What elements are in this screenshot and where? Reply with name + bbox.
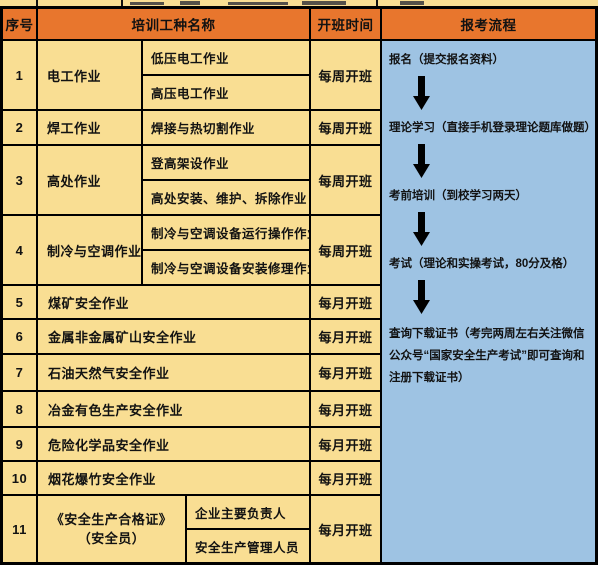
row-number: 9 (3, 428, 36, 460)
row-number: 5 (3, 286, 36, 318)
course-subcategory: 制冷与空调设备安装修理作业 (143, 251, 309, 284)
clipped-text-fragment (180, 1, 200, 5)
course-name: 金属非金属矿山安全作业 (38, 320, 309, 353)
row-number: 6 (3, 320, 36, 353)
header-start-time: 开班时间 (311, 9, 380, 39)
course-subcategory: 低压电工作业 (143, 41, 309, 74)
row-number: 7 (3, 355, 36, 390)
course-subcategory: 高处安装、维护、拆除作业 (143, 181, 309, 214)
clipped-row-above (0, 0, 598, 6)
course-name: 电工作业 (38, 41, 141, 109)
course-name: 冶金有色生产安全作业 (38, 392, 309, 426)
course-subcategory: 焊接与热切割作业 (143, 111, 309, 144)
course-name: 高处作业 (38, 146, 141, 214)
schedule: 每周开班 (311, 111, 380, 144)
schedule: 每月开班 (311, 462, 380, 494)
clipped-grid-line (376, 0, 378, 6)
row-number: 10 (3, 462, 36, 494)
schedule: 每月开班 (311, 392, 380, 426)
row-number: 4 (3, 216, 36, 284)
header-seq: 序号 (3, 9, 36, 39)
registration-flow-panel: 报名（提交报名资料） 理论学习（直接手机登录理论题库做题） 考前培训（到校学习两… (382, 41, 595, 562)
flow-step-pre-exam-training: 考前培训（到校学习两天） (389, 190, 527, 202)
clipped-text-fragment (130, 2, 164, 5)
header-registration-flow: 报考流程 (382, 9, 595, 39)
flow-step-exam: 考试（理论和实操考试，80分及格） (389, 258, 575, 270)
down-arrow-icon (413, 76, 591, 110)
schedule: 每月开班 (311, 286, 380, 318)
schedule: 每周开班 (311, 146, 380, 214)
course-name: 《安全生产合格证》 （安全员） (38, 496, 185, 562)
training-courses-table: 序号 培训工种名称 开班时间 报考流程 报名（提交报名资料） 理论学习（直接手机… (0, 6, 598, 565)
header-course-name: 培训工种名称 (38, 9, 309, 39)
course-name: 制冷与空调作业 (38, 216, 141, 284)
row-number: 11 (3, 496, 36, 562)
course-subcategory: 安全生产管理人员 (187, 530, 309, 562)
row-number: 8 (3, 392, 36, 426)
course-subcategory: 制冷与空调设备运行操作作业 (143, 216, 309, 249)
clipped-text-fragment (302, 1, 346, 5)
course-name: 焊工作业 (38, 111, 141, 144)
row-number: 2 (3, 111, 36, 144)
course-name: 煤矿安全作业 (38, 286, 309, 318)
row-number: 3 (3, 146, 36, 214)
clipped-grid-line (121, 0, 123, 6)
course-name: 烟花爆竹安全作业 (38, 462, 309, 494)
down-arrow-icon (413, 280, 591, 314)
down-arrow-icon (413, 144, 591, 178)
course-subcategory: 企业主要负责人 (187, 496, 309, 528)
flow-step-certificate: 查询下载证书（考完两周左右关注微信公众号“国家安全生产考试”即可查询和注册下载证… (389, 328, 585, 384)
down-arrow-icon (413, 212, 591, 246)
flow-step-signup: 报名（提交报名资料） (389, 54, 504, 66)
clipped-grid-line (36, 0, 38, 6)
schedule: 每月开班 (311, 320, 380, 353)
clipped-text-fragment (228, 2, 288, 5)
schedule: 每月开班 (311, 355, 380, 390)
schedule: 每周开班 (311, 216, 380, 284)
course-name: 石油天然气安全作业 (38, 355, 309, 390)
course-subcategory: 高压电工作业 (143, 76, 309, 109)
schedule: 每月开班 (311, 428, 380, 460)
flow-step-theory-study: 理论学习（直接手机登录理论题库做题） (389, 122, 595, 134)
row-number: 1 (3, 41, 36, 109)
course-subcategory: 登高架设作业 (143, 146, 309, 179)
clipped-text-fragment (400, 1, 424, 5)
course-name: 危险化学品安全作业 (38, 428, 309, 460)
schedule: 每周开班 (311, 41, 380, 109)
schedule: 每月开班 (311, 496, 380, 562)
